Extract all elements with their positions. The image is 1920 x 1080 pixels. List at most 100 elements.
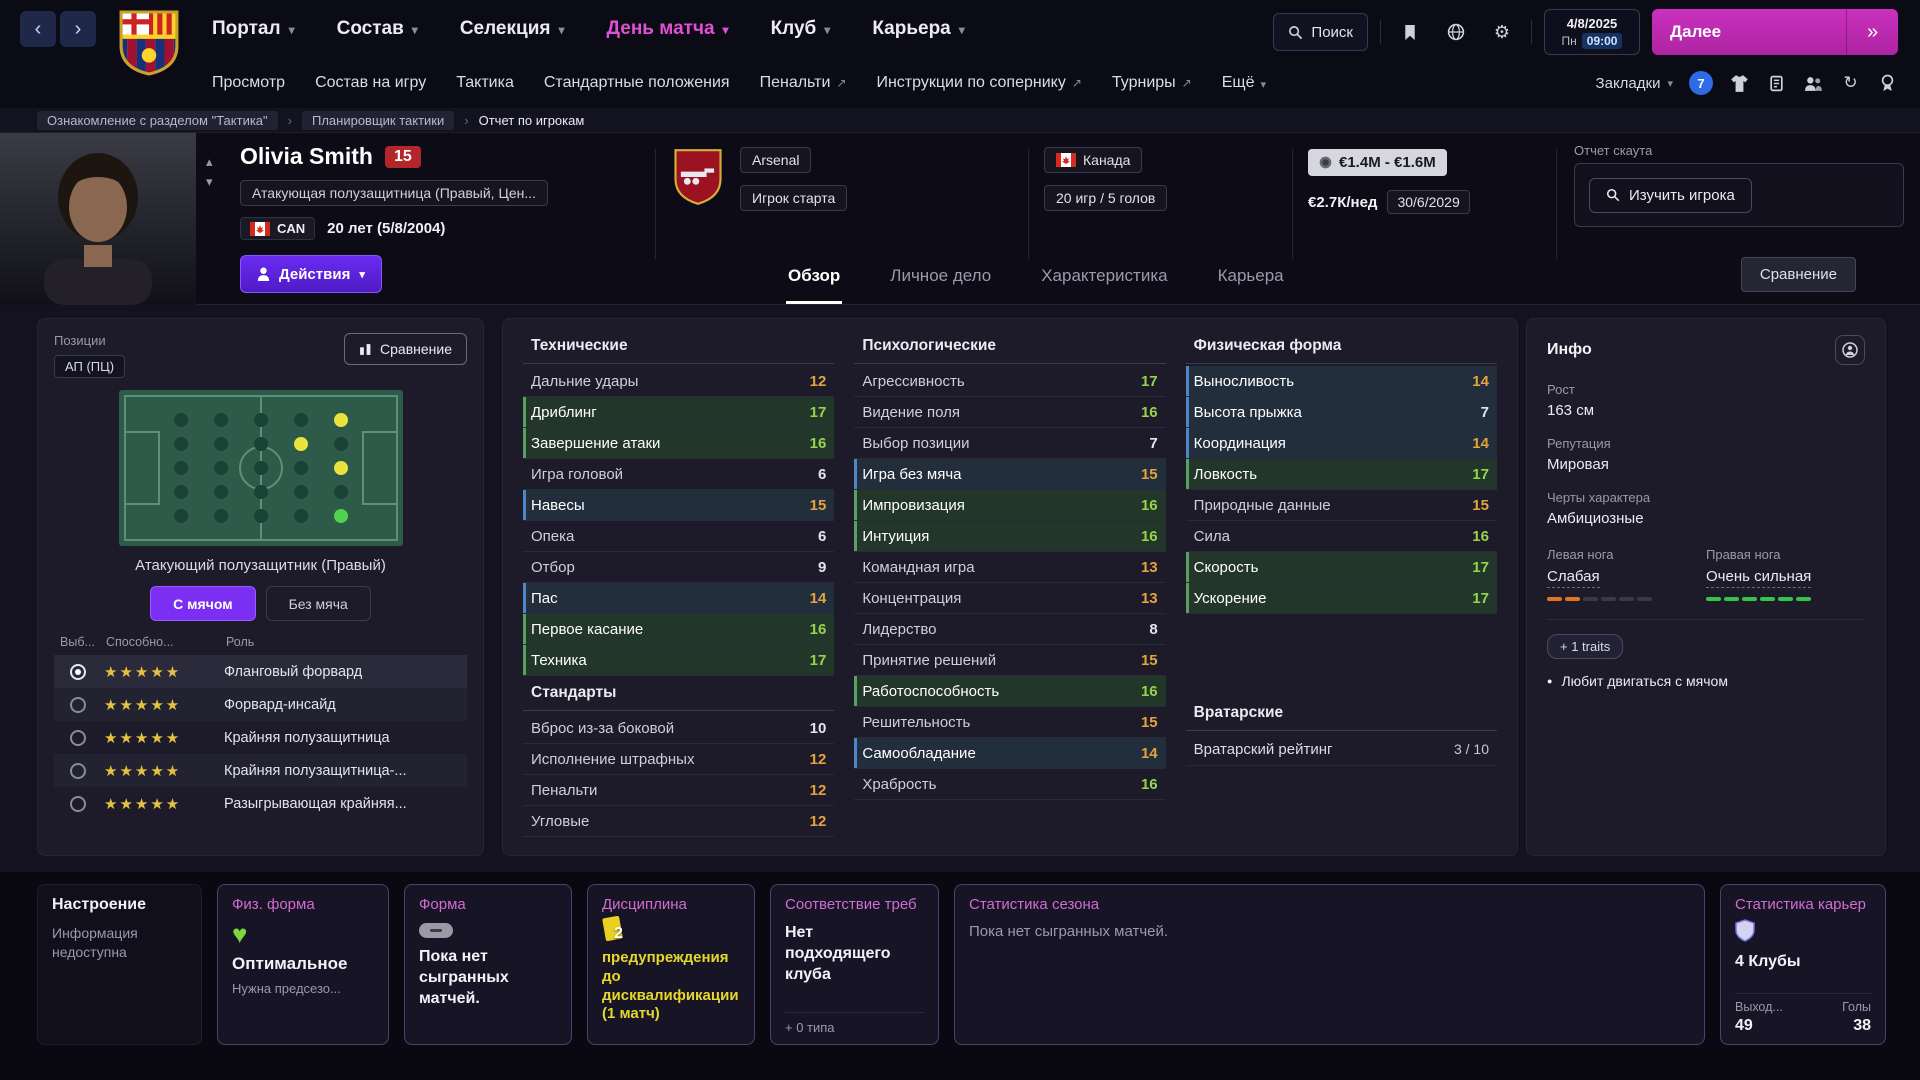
role-row[interactable]: ★★★★★ ★★★★★ Фланговый форвард	[54, 655, 467, 688]
report-card-icon[interactable]	[1766, 73, 1787, 94]
without-ball-toggle[interactable]: Без мяча	[265, 586, 371, 621]
role-radio[interactable]	[70, 795, 86, 812]
attribute-row[interactable]: Высота прыжка 7	[1185, 397, 1497, 428]
attribute-row[interactable]: Интуиция 16	[854, 521, 1166, 552]
staff-icon[interactable]	[1803, 73, 1824, 94]
left-foot-value[interactable]: Слабая	[1547, 568, 1600, 588]
right-foot-value[interactable]: Очень сильная	[1706, 568, 1812, 588]
back-button[interactable]: ‹	[20, 11, 56, 47]
role-radio[interactable]	[70, 762, 86, 779]
attribute-row[interactable]: Навесы 15	[523, 490, 835, 521]
subnav-item[interactable]: Состав на игру	[315, 74, 426, 92]
profile-circle-icon[interactable]	[1835, 335, 1865, 365]
goalkeeping-rating-row[interactable]: Вратарский рейтинг 3 / 10	[1185, 733, 1497, 766]
positions-compare-button[interactable]: Сравнение	[344, 333, 467, 365]
sync-icon[interactable]: ↻	[1843, 73, 1858, 92]
attribute-row[interactable]: Выносливость 14	[1185, 366, 1497, 397]
compare-button[interactable]: Сравнение	[1740, 257, 1856, 292]
top-menu-item[interactable]: День матча ▾	[607, 18, 729, 40]
attribute-row[interactable]: Скорость 17	[1185, 552, 1497, 583]
award-icon[interactable]	[1877, 73, 1898, 94]
attribute-row[interactable]: Исполнение штрафных 12	[523, 744, 835, 775]
career-stats-card[interactable]: Статистика карьер 4 Клубы Выход... Голы …	[1720, 884, 1886, 1045]
squad-status-chip[interactable]: Игрок старта	[740, 185, 848, 211]
game-date[interactable]: 4/8/2025 Пн 09:00	[1544, 9, 1640, 55]
role-row[interactable]: ★★★★★ ★★★★★ Форвард-инсайд	[54, 688, 467, 721]
subnav-item[interactable]: Пенальти ↗	[760, 74, 847, 92]
attribute-row[interactable]: Ускорение 17	[1185, 583, 1497, 614]
breadcrumb-item[interactable]: Ознакомление с разделом "Тактика"	[37, 110, 278, 130]
attribute-row[interactable]: Игра без мяча 15	[854, 459, 1166, 490]
attribute-row[interactable]: Пас 14	[523, 583, 835, 614]
gear-icon[interactable]: ⚙	[1493, 21, 1511, 42]
attribute-row[interactable]: Принятие решений 15	[854, 645, 1166, 676]
role-radio[interactable]	[70, 696, 86, 713]
attribute-row[interactable]: Импровизация 16	[854, 490, 1166, 521]
role-row[interactable]: ★★★★★ ★★★★★ Разыгрывающая крайняя...	[54, 787, 467, 820]
player-position[interactable]: Атакующая полузащитница (Правый, Цен...	[240, 180, 548, 206]
club-name-chip[interactable]: Arsenal	[740, 147, 812, 173]
requirements-card[interactable]: Соответствие треб Нет подходящего клуба …	[770, 884, 939, 1045]
col-selected[interactable]: Выб...	[60, 635, 95, 649]
attribute-row[interactable]: Концентрация 13	[854, 583, 1166, 614]
attribute-row[interactable]: Пенальти 12	[523, 775, 835, 806]
attribute-row[interactable]: Видение поля 16	[854, 397, 1166, 428]
top-menu-item[interactable]: Карьера ▾	[872, 18, 964, 40]
attribute-row[interactable]: Вброс из-за боковой 10	[523, 713, 835, 744]
player-tab[interactable]: Обзор	[786, 266, 843, 304]
attribute-row[interactable]: Храбрость 16	[854, 769, 1166, 800]
fitness-card[interactable]: Физ. форма ♥ Оптимальное Нужна предсезо.…	[217, 884, 389, 1045]
subnav-item[interactable]: Стандартные положения	[544, 74, 730, 92]
col-ability[interactable]: Способно...	[106, 635, 174, 649]
attribute-row[interactable]: Дриблинг 17	[523, 397, 835, 428]
club-crest-arsenal[interactable]	[672, 147, 724, 212]
attribute-row[interactable]: Дальние удары 12	[523, 366, 835, 397]
club-crest-barcelona[interactable]	[118, 8, 180, 83]
role-row[interactable]: ★★★★★ ★★★★★ Крайняя полузащитница-...	[54, 754, 467, 787]
traits-button[interactable]: + 1 traits	[1547, 634, 1624, 659]
contract-end-chip[interactable]: 30/6/2029	[1387, 190, 1470, 214]
nation-chip[interactable]: Канада	[1044, 147, 1143, 173]
attribute-row[interactable]: Завершение атаки 16	[523, 428, 835, 459]
attribute-row[interactable]: Отбор 9	[523, 552, 835, 583]
bookmark-icon[interactable]	[1393, 15, 1427, 49]
top-menu-item[interactable]: Селекция ▾	[460, 18, 565, 40]
subnav-item[interactable]: Инструкции по сопернику ↗	[876, 74, 1081, 92]
attribute-row[interactable]: Самообладание 14	[854, 738, 1166, 769]
attribute-row[interactable]: Техника 17	[523, 645, 835, 676]
attribute-row[interactable]: Агрессивность 17	[854, 366, 1166, 397]
attribute-row[interactable]: Ловкость 17	[1185, 459, 1497, 490]
subnav-item[interactable]: Турниры ↗	[1112, 74, 1192, 92]
actions-button[interactable]: Действия ▾	[240, 255, 382, 293]
notifications-badge[interactable]: 7	[1689, 71, 1713, 95]
search-input[interactable]: Поиск	[1273, 13, 1368, 51]
with-ball-toggle[interactable]: С мячом	[150, 586, 256, 621]
transfer-value-badge[interactable]: €1.4M - €1.6M	[1308, 149, 1447, 176]
discipline-card[interactable]: Дисциплина 2 предупреждения до дисквалиф…	[587, 884, 755, 1045]
player-tab[interactable]: Характеристика	[1041, 266, 1168, 285]
role-radio[interactable]	[70, 729, 86, 746]
scout-player-button[interactable]: Изучить игрока	[1589, 177, 1752, 213]
attribute-row[interactable]: Опека 6	[523, 521, 835, 552]
attribute-row[interactable]: Игра головой 6	[523, 459, 835, 490]
bookmarks-dropdown[interactable]: Закладки ▾	[1596, 75, 1673, 92]
form-card[interactable]: Форма Пока нет сыгранных матчей.	[404, 884, 572, 1045]
attribute-row[interactable]: Решительность 15	[854, 707, 1166, 738]
attribute-row[interactable]: Координация 14	[1185, 428, 1497, 459]
col-role[interactable]: Роль	[226, 635, 255, 649]
top-menu-item[interactable]: Портал ▾	[212, 18, 295, 40]
attribute-row[interactable]: Природные данные 15	[1185, 490, 1497, 521]
player-tab[interactable]: Карьера	[1217, 266, 1284, 285]
nationality-chip[interactable]: CAN	[240, 217, 316, 240]
attribute-row[interactable]: Угловые 12	[523, 806, 835, 837]
attribute-row[interactable]: Сила 16	[1185, 521, 1497, 552]
attribute-row[interactable]: Командная игра 13	[854, 552, 1166, 583]
forward-button[interactable]: ›	[60, 11, 96, 47]
attribute-row[interactable]: Лидерство 8	[854, 614, 1166, 645]
breadcrumb-item[interactable]: Планировщик тактики	[302, 110, 455, 130]
player-tab[interactable]: Личное дело	[890, 266, 992, 285]
continue-button[interactable]: Далее »	[1652, 9, 1898, 55]
attribute-row[interactable]: Работоспособность 16	[854, 676, 1166, 707]
kit-icon[interactable]	[1729, 73, 1750, 94]
next-player-icon[interactable]: ▾	[206, 174, 213, 189]
